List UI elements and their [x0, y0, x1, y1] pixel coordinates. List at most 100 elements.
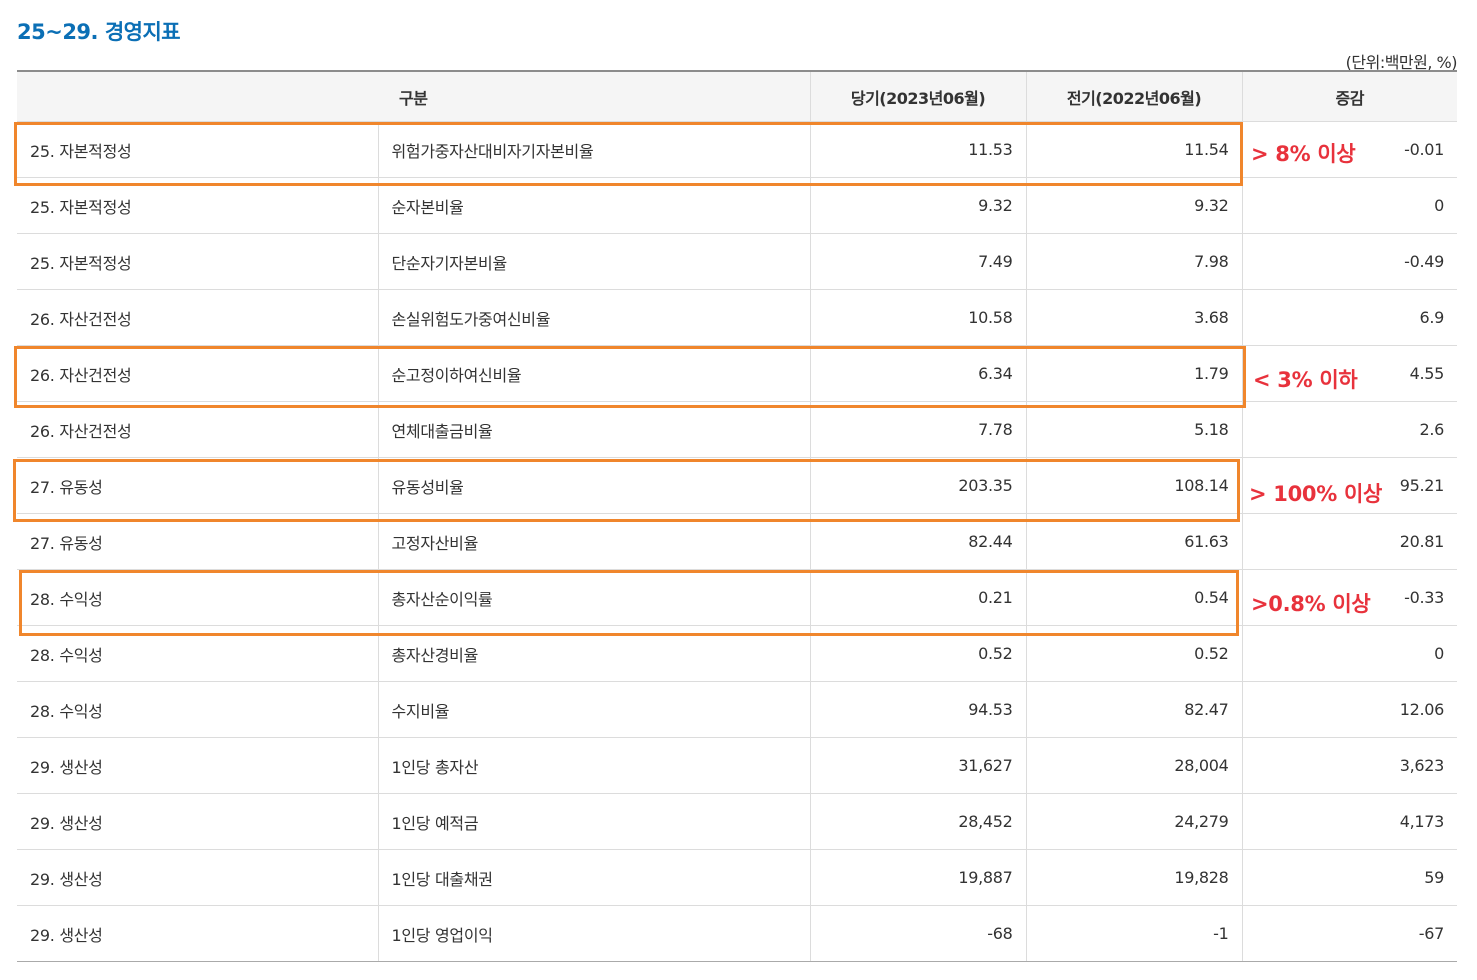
cell-group: 25. 자본적정성	[17, 233, 378, 290]
table-row: 29. 생산성 1인당 영업이익 -68 -1 -67	[17, 905, 1458, 962]
cell-group: 26. 자산건전성	[17, 289, 378, 346]
annotation-capital-threshold: > 8% 이상	[1251, 142, 1356, 166]
cell-item: 총자산순이익률	[377, 569, 811, 626]
cell-change-value: 3,623	[1241, 737, 1458, 794]
cell-item: 연체대출금비율	[377, 401, 811, 458]
cell-change-value: 0	[1241, 177, 1458, 234]
cell-group: 28. 수익성	[17, 681, 378, 738]
table-row: 28. 수익성 총자산순이익률 0.21 0.54 -0.33	[17, 569, 1458, 626]
management-indicators-table: 구분 당기(2023년06월) 전기(2022년06월) 증감 25. 자본적정…	[17, 70, 1458, 962]
cell-change-value: 4.55	[1241, 345, 1458, 402]
cell-previous-value: 82.47	[1025, 681, 1243, 738]
cell-group: 27. 유동성	[17, 513, 378, 570]
cell-group: 29. 생산성	[17, 905, 378, 962]
header-previous-period: 전기(2022년06월)	[1025, 71, 1243, 122]
cell-item: 1인당 대출채권	[377, 849, 811, 906]
cell-previous-value: 5.18	[1025, 401, 1243, 458]
cell-current-value: 9.32	[809, 177, 1027, 234]
cell-current-value: 203.35	[809, 457, 1027, 514]
cell-previous-value: 108.14	[1025, 457, 1243, 514]
cell-previous-value: 11.54	[1025, 121, 1243, 178]
cell-item: 위험가중자산대비자기자본비율	[377, 121, 811, 178]
cell-previous-value: 3.68	[1025, 289, 1243, 346]
cell-current-value: -68	[809, 905, 1027, 962]
cell-current-value: 0.21	[809, 569, 1027, 626]
cell-change-value: 6.9	[1241, 289, 1458, 346]
cell-item: 1인당 영업이익	[377, 905, 811, 962]
cell-item: 수지비율	[377, 681, 811, 738]
cell-previous-value: -1	[1025, 905, 1243, 962]
cell-change-value: 0	[1241, 625, 1458, 682]
cell-current-value: 11.53	[809, 121, 1027, 178]
cell-item: 손실위험도가중여신비율	[377, 289, 811, 346]
cell-previous-value: 9.32	[1025, 177, 1243, 234]
annotation-npl-threshold: < 3% 이하	[1253, 368, 1358, 392]
table-row: 26. 자산건전성 순고정이하여신비율 6.34 1.79 4.55	[17, 345, 1458, 402]
cell-item: 순자본비율	[377, 177, 811, 234]
header-category: 구분	[17, 71, 811, 122]
cell-current-value: 31,627	[809, 737, 1027, 794]
table-row: 26. 자산건전성 손실위험도가중여신비율 10.58 3.68 6.9	[17, 289, 1458, 346]
cell-change-value: -67	[1241, 905, 1458, 962]
cell-current-value: 19,887	[809, 849, 1027, 906]
cell-item: 단순자기자본비율	[377, 233, 811, 290]
table-row: 29. 생산성 1인당 예적금 28,452 24,279 4,173	[17, 793, 1458, 850]
cell-item: 1인당 예적금	[377, 793, 811, 850]
cell-previous-value: 61.63	[1025, 513, 1243, 570]
highlight-capital-adequacy	[14, 122, 1243, 186]
cell-previous-value: 24,279	[1025, 793, 1243, 850]
cell-current-value: 94.53	[809, 681, 1027, 738]
cell-change-value: 4,173	[1241, 793, 1458, 850]
table-row: 29. 생산성 1인당 총자산 31,627 28,004 3,623	[17, 737, 1458, 794]
page-title: 25~29. 경영지표	[17, 20, 181, 44]
cell-change-value: 2.6	[1241, 401, 1458, 458]
table-row: 26. 자산건전성 연체대출금비율 7.78 5.18 2.6	[17, 401, 1458, 458]
cell-previous-value: 7.98	[1025, 233, 1243, 290]
table-row: 27. 유동성 유동성비율 203.35 108.14 95.21	[17, 457, 1458, 514]
cell-change-value: 20.81	[1241, 513, 1458, 570]
cell-group: 29. 생산성	[17, 849, 378, 906]
cell-current-value: 28,452	[809, 793, 1027, 850]
cell-item: 고정자산비율	[377, 513, 811, 570]
table-row: 28. 수익성 수지비율 94.53 82.47 12.06	[17, 681, 1458, 738]
annotation-liquidity-threshold: > 100% 이상	[1249, 482, 1383, 506]
cell-group: 26. 자산건전성	[17, 401, 378, 458]
header-change: 증감	[1241, 71, 1458, 122]
cell-current-value: 7.49	[809, 233, 1027, 290]
cell-change-value: -0.01	[1241, 121, 1458, 178]
unit-note: (단위:백만원, %)	[1345, 53, 1458, 72]
highlight-liquidity-ratio	[13, 459, 1240, 522]
cell-group: 26. 자산건전성	[17, 345, 378, 402]
cell-group: 29. 생산성	[17, 737, 378, 794]
cell-change-value: 95.21	[1241, 457, 1458, 514]
table-row: 25. 자본적정성 순자본비율 9.32 9.32 0	[17, 177, 1458, 234]
cell-current-value: 6.34	[809, 345, 1027, 402]
cell-item: 순고정이하여신비율	[377, 345, 811, 402]
cell-group: 25. 자본적정성	[17, 121, 378, 178]
cell-current-value: 7.78	[809, 401, 1027, 458]
highlight-net-npl-ratio	[14, 346, 1246, 408]
annotation-roa-threshold: >0.8% 이상	[1251, 592, 1371, 616]
header-current-period: 당기(2023년06월)	[809, 71, 1027, 122]
table-row: 29. 생산성 1인당 대출채권 19,887 19,828 59	[17, 849, 1458, 906]
cell-current-value: 10.58	[809, 289, 1027, 346]
highlight-roa	[19, 570, 1239, 636]
cell-previous-value: 0.54	[1025, 569, 1243, 626]
cell-previous-value: 28,004	[1025, 737, 1243, 794]
cell-previous-value: 1.79	[1025, 345, 1243, 402]
cell-item: 1인당 총자산	[377, 737, 811, 794]
table-header-row: 구분 당기(2023년06월) 전기(2022년06월) 증감	[17, 71, 1458, 122]
cell-previous-value: 19,828	[1025, 849, 1243, 906]
cell-change-value: -0.49	[1241, 233, 1458, 290]
cell-group: 27. 유동성	[17, 457, 378, 514]
cell-current-value: 82.44	[809, 513, 1027, 570]
cell-item: 유동성비율	[377, 457, 811, 514]
cell-group: 29. 생산성	[17, 793, 378, 850]
table-row: 25. 자본적정성 위험가중자산대비자기자본비율 11.53 11.54 -0.01	[17, 121, 1458, 178]
table-row: 25. 자본적정성 단순자기자본비율 7.49 7.98 -0.49	[17, 233, 1458, 290]
cell-group: 25. 자본적정성	[17, 177, 378, 234]
cell-group: 28. 수익성	[17, 569, 378, 626]
cell-change-value: -0.33	[1241, 569, 1458, 626]
cell-change-value: 59	[1241, 849, 1458, 906]
table-row: 27. 유동성 고정자산비율 82.44 61.63 20.81	[17, 513, 1458, 570]
